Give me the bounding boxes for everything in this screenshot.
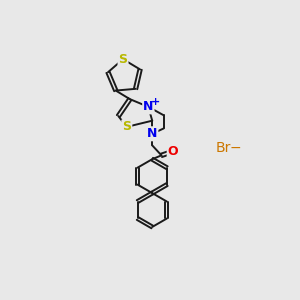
Text: O: O [168, 145, 178, 158]
Text: Br: Br [215, 141, 231, 155]
Text: S: S [122, 120, 131, 134]
Text: N: N [143, 100, 154, 113]
Text: −: − [230, 141, 241, 155]
Text: S: S [118, 53, 127, 66]
Text: +: + [151, 97, 160, 107]
Text: N: N [147, 127, 158, 140]
